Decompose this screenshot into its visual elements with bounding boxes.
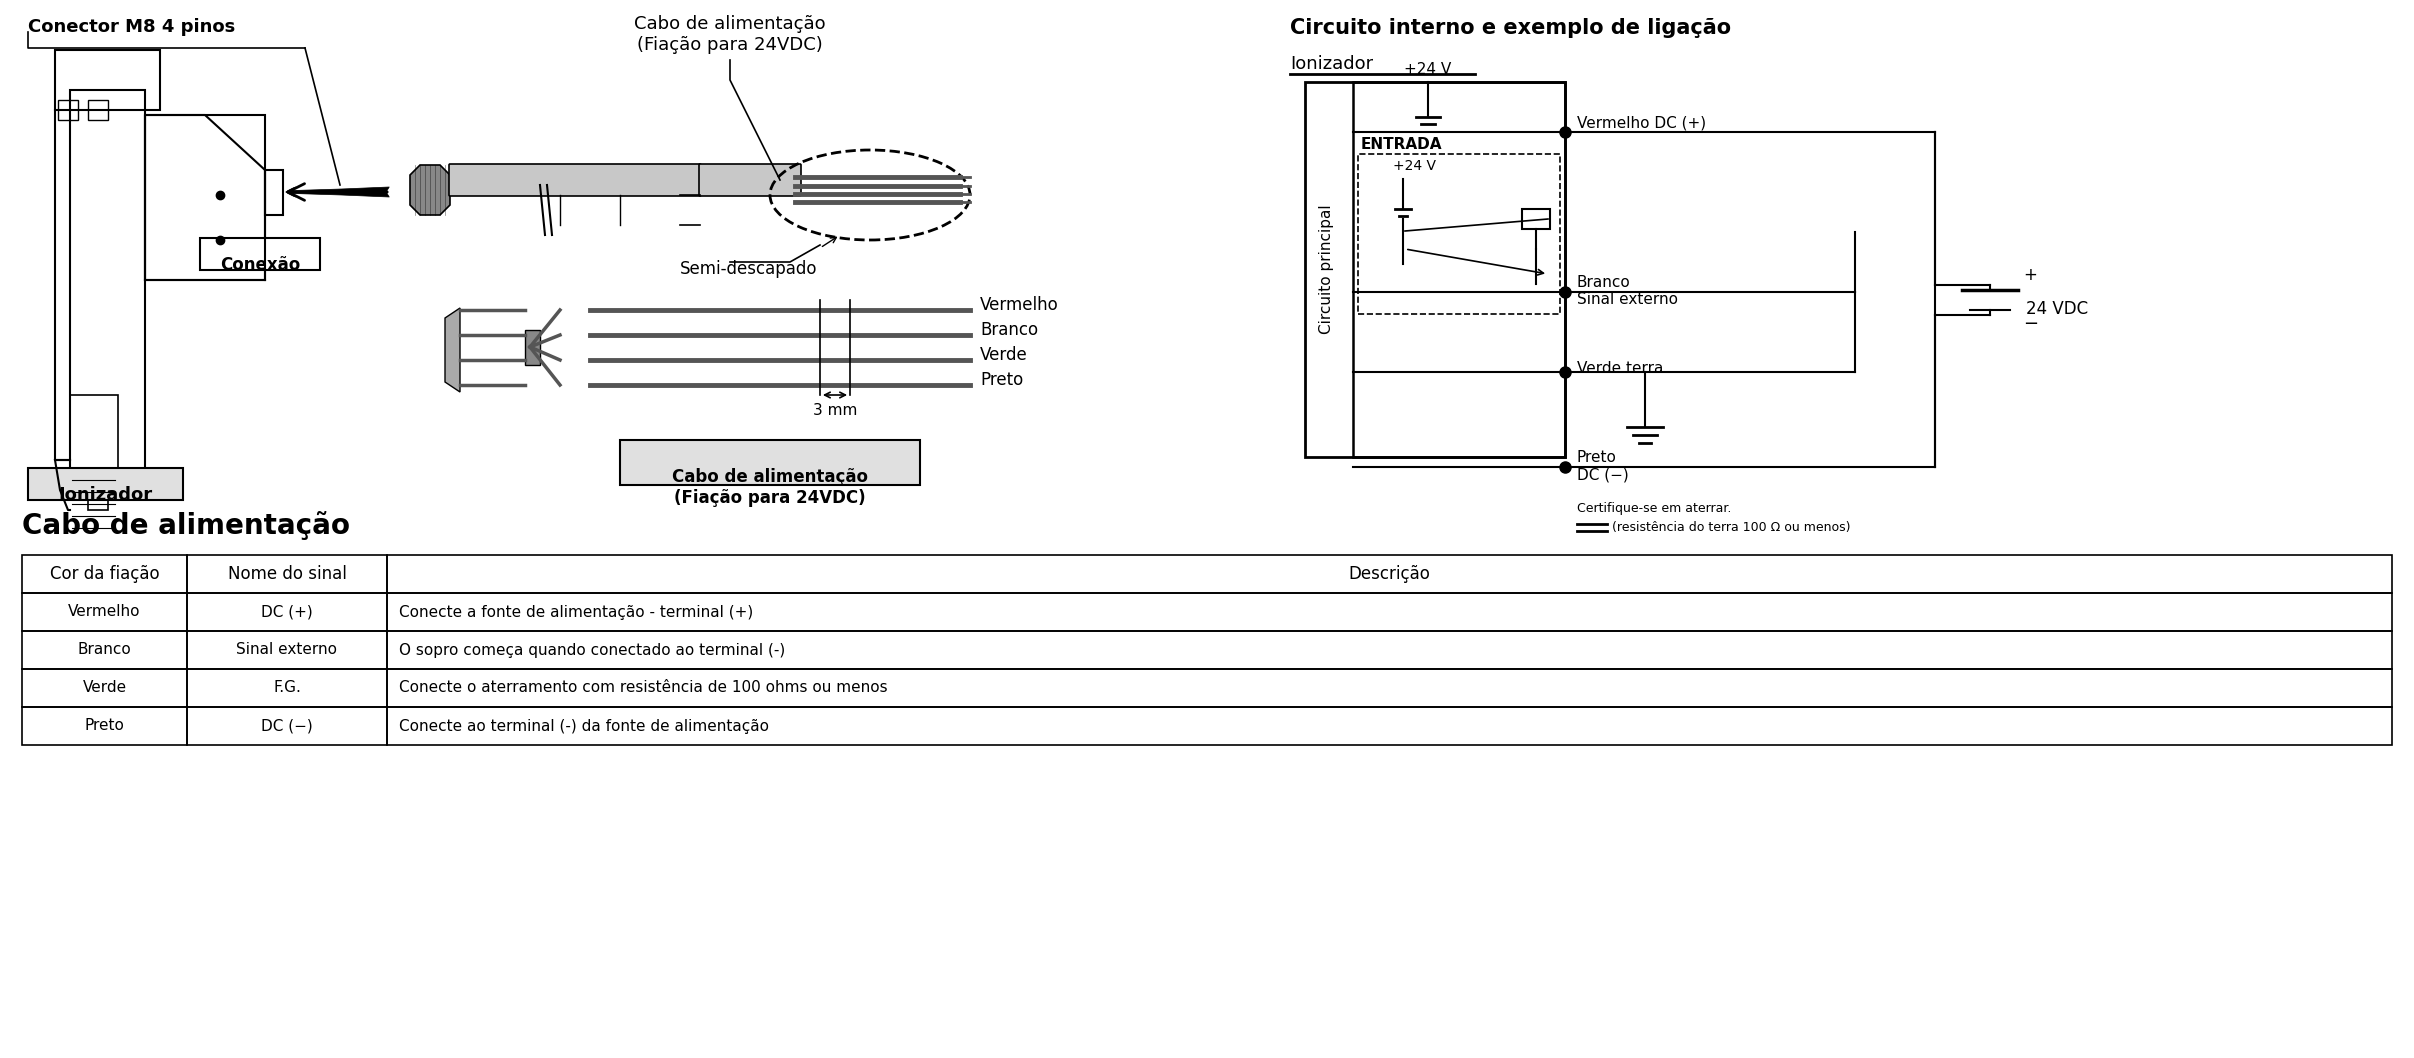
Bar [145,115,266,280]
Polygon shape [410,165,449,215]
Text: Branco: Branco [980,321,1038,339]
Bar [1352,83,1564,457]
Text: +: + [2023,267,2037,285]
Text: Certifique-se em aterrar.: Certifique-se em aterrar. [1576,501,1731,515]
Text: −: − [2023,314,2037,332]
Text: +24 V: +24 V [1393,159,1436,174]
Bar [70,395,118,470]
Bar [56,50,159,110]
Text: 3 mm: 3 mm [814,403,857,418]
Bar [1521,209,1550,229]
Bar [22,707,186,745]
Bar [87,101,109,120]
Text: O sopro começa quando conectado ao terminal (-): O sopro começa quando conectado ao termi… [398,642,785,657]
Text: Vermelho: Vermelho [68,604,140,620]
FancyBboxPatch shape [449,164,700,196]
Text: Preto: Preto [84,718,126,733]
Text: Branco: Branco [1576,275,1632,290]
Bar [22,669,186,707]
Text: Semi-descapado: Semi-descapado [681,260,818,278]
Text: Nome do sinal: Nome do sinal [227,565,348,583]
Text: Cabo de alimentação: Cabo de alimentação [22,511,350,540]
Text: Circuito principal: Circuito principal [1320,204,1335,334]
Polygon shape [444,308,461,393]
Bar [386,631,2392,669]
Bar [386,555,2392,592]
Text: (resistência do terra 100 Ω ou menos): (resistência do terra 100 Ω ou menos) [1613,521,1852,533]
FancyBboxPatch shape [700,164,801,196]
Text: 24 VDC: 24 VDC [2025,300,2088,318]
Bar [200,238,321,270]
Text: Sinal externo: Sinal externo [237,642,338,657]
Text: Branco: Branco [77,642,130,657]
Text: Cor da fiação: Cor da fiação [51,565,159,583]
Text: ENTRADA: ENTRADA [1361,136,1444,152]
Text: Verde terra: Verde terra [1576,361,1663,376]
Polygon shape [524,330,541,365]
Text: DC (−): DC (−) [261,718,314,733]
Bar [22,592,186,631]
FancyBboxPatch shape [620,440,920,485]
Text: DC (−): DC (−) [1576,468,1629,484]
Bar [87,480,109,510]
Text: DC (+): DC (+) [261,604,314,620]
Text: Preto: Preto [1576,450,1617,466]
Text: Verde: Verde [82,680,126,695]
Bar [186,631,386,669]
Bar [70,90,145,470]
Text: Conexão: Conexão [220,256,299,274]
Text: Vermelho DC (+): Vermelho DC (+) [1576,115,1707,130]
Bar [186,555,386,592]
Bar [1306,83,1564,457]
Text: Vermelho: Vermelho [980,296,1060,314]
Text: Preto: Preto [980,371,1024,389]
Text: Cabo de alimentação
(Fiação para 24VDC): Cabo de alimentação (Fiação para 24VDC) [671,468,869,507]
Bar [22,631,186,669]
Text: Ionizador: Ionizador [1289,55,1374,73]
Text: Ionizador: Ionizador [58,486,152,504]
Text: Conecte ao terminal (-) da fonte de alimentação: Conecte ao terminal (-) da fonte de alim… [398,718,770,733]
Text: F.G.: F.G. [273,680,302,695]
Bar [186,707,386,745]
Text: Conecte a fonte de alimentação - terminal (+): Conecte a fonte de alimentação - termina… [398,604,753,620]
Bar [386,592,2392,631]
Text: Conecte o aterramento com resistência de 100 ohms ou menos: Conecte o aterramento com resistência de… [398,680,888,695]
FancyBboxPatch shape [29,468,183,500]
Text: Descrição: Descrição [1349,565,1432,583]
Bar [266,170,282,215]
Text: +24 V: +24 V [1405,62,1451,77]
Text: Cabo de alimentação
(Fiação para 24VDC): Cabo de alimentação (Fiação para 24VDC) [635,15,826,54]
Bar [386,669,2392,707]
Bar [386,707,2392,745]
Bar [186,592,386,631]
Bar [58,101,77,120]
Text: Sinal externo: Sinal externo [1576,292,1678,307]
Bar [22,555,186,592]
Text: Conector M8 4 pinos: Conector M8 4 pinos [29,18,234,36]
Text: Verde: Verde [980,346,1028,364]
Text: Circuito interno e exemplo de ligação: Circuito interno e exemplo de ligação [1289,18,1731,38]
Bar [186,669,386,707]
Bar [1359,154,1559,314]
